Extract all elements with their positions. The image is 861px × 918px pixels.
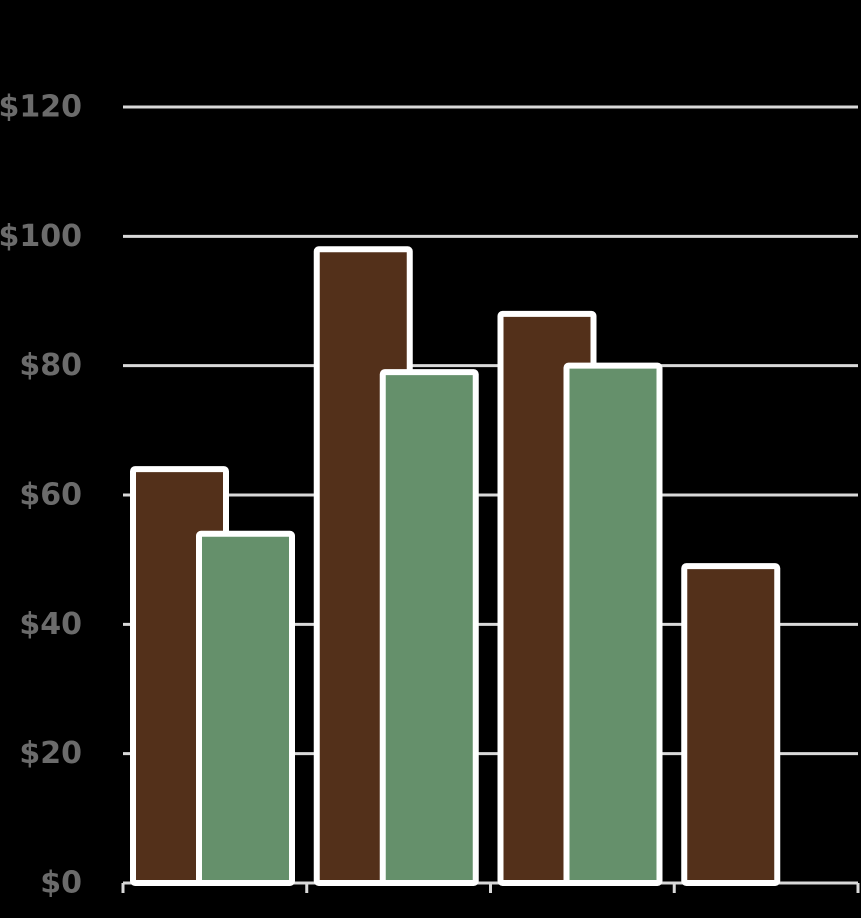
bar-series2-2 xyxy=(379,369,479,886)
y-tick-label: $80 xyxy=(19,348,82,383)
bar-series1-4 xyxy=(681,563,781,887)
bars xyxy=(130,246,781,887)
bar-series2-1 xyxy=(196,530,295,886)
y-tick-label: $100 xyxy=(0,219,82,254)
y-tick-label: $60 xyxy=(19,478,82,513)
y-axis-tick-labels: $0 $20 $40 $60 $80 $100 $120 xyxy=(0,90,82,901)
y-tick-label: $120 xyxy=(0,90,82,125)
bar-series2-3 xyxy=(563,362,663,886)
y-tick-label: $20 xyxy=(19,736,82,771)
y-tick-label: $40 xyxy=(19,607,82,642)
y-tick-label: $0 xyxy=(40,866,82,901)
